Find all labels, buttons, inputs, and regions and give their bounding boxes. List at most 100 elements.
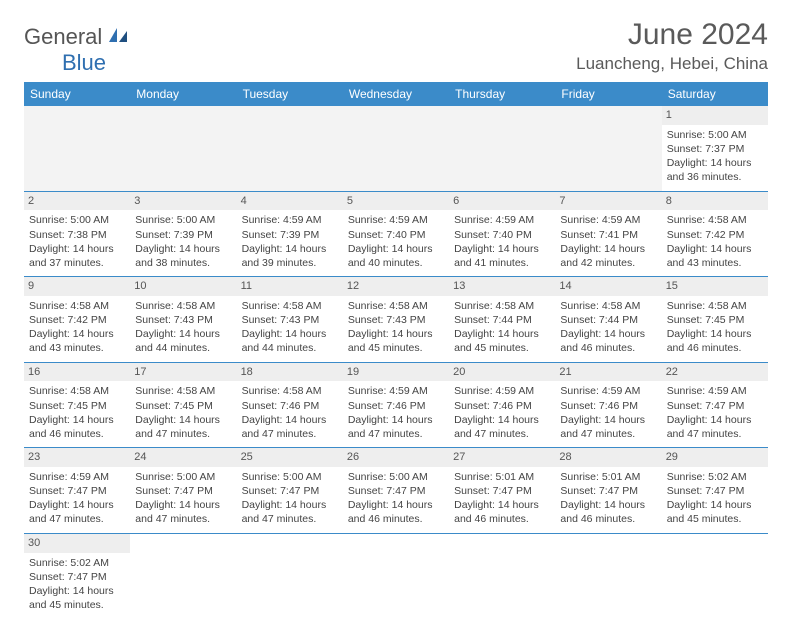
sunrise-line: Sunrise: 5:00 AM (29, 213, 125, 227)
day-header: Friday (555, 82, 661, 106)
sunset-line: Sunset: 7:37 PM (667, 142, 763, 156)
calendar-cell: 3Sunrise: 5:00 AMSunset: 7:39 PMDaylight… (130, 191, 236, 277)
daylight-line: Daylight: 14 hours and 46 minutes. (348, 498, 444, 526)
calendar-cell: 14Sunrise: 4:58 AMSunset: 7:44 PMDayligh… (555, 277, 661, 363)
calendar-cell (662, 533, 768, 618)
sails-icon (107, 26, 131, 47)
calendar-table: SundayMondayTuesdayWednesdayThursdayFrid… (24, 82, 768, 618)
daylight-line: Daylight: 14 hours and 36 minutes. (667, 156, 763, 184)
calendar-row: 16Sunrise: 4:58 AMSunset: 7:45 PMDayligh… (24, 362, 768, 448)
daylight-line: Daylight: 14 hours and 47 minutes. (242, 498, 338, 526)
sunset-line: Sunset: 7:45 PM (29, 399, 125, 413)
logo-text-general: General (24, 24, 102, 50)
daylight-line: Daylight: 14 hours and 43 minutes. (667, 242, 763, 270)
sunrise-line: Sunrise: 4:58 AM (348, 299, 444, 313)
day-number: 25 (237, 448, 343, 467)
sunrise-line: Sunrise: 4:58 AM (560, 299, 656, 313)
calendar-cell (449, 106, 555, 191)
sunset-line: Sunset: 7:47 PM (135, 484, 231, 498)
daylight-line: Daylight: 14 hours and 47 minutes. (348, 413, 444, 441)
sunrise-line: Sunrise: 4:58 AM (667, 213, 763, 227)
daylight-line: Daylight: 14 hours and 47 minutes. (454, 413, 550, 441)
daylight-line: Daylight: 14 hours and 47 minutes. (135, 413, 231, 441)
calendar-cell: 2Sunrise: 5:00 AMSunset: 7:38 PMDaylight… (24, 191, 130, 277)
daylight-line: Daylight: 14 hours and 45 minutes. (454, 327, 550, 355)
daylight-line: Daylight: 14 hours and 47 minutes. (667, 413, 763, 441)
calendar-cell (449, 533, 555, 618)
day-header: Thursday (449, 82, 555, 106)
daylight-line: Daylight: 14 hours and 39 minutes. (242, 242, 338, 270)
sunset-line: Sunset: 7:47 PM (667, 399, 763, 413)
sunset-line: Sunset: 7:47 PM (667, 484, 763, 498)
sunrise-line: Sunrise: 4:58 AM (454, 299, 550, 313)
sunset-line: Sunset: 7:46 PM (454, 399, 550, 413)
day-number: 3 (130, 192, 236, 211)
day-number: 28 (555, 448, 661, 467)
sunset-line: Sunset: 7:46 PM (348, 399, 444, 413)
day-header: Wednesday (343, 82, 449, 106)
daylight-line: Daylight: 14 hours and 38 minutes. (135, 242, 231, 270)
day-header: Monday (130, 82, 236, 106)
sunrise-line: Sunrise: 4:59 AM (667, 384, 763, 398)
daylight-line: Daylight: 14 hours and 47 minutes. (560, 413, 656, 441)
day-number: 9 (24, 277, 130, 296)
daylight-line: Daylight: 14 hours and 40 minutes. (348, 242, 444, 270)
calendar-cell: 4Sunrise: 4:59 AMSunset: 7:39 PMDaylight… (237, 191, 343, 277)
sunrise-line: Sunrise: 5:00 AM (348, 470, 444, 484)
day-header: Saturday (662, 82, 768, 106)
calendar-cell: 16 Sunrise: 4:58 AMSunset: 7:45 PMDayligh… (24, 362, 130, 448)
daylight-line: Daylight: 14 hours and 47 minutes. (135, 498, 231, 526)
day-number: 16 (24, 363, 130, 382)
calendar-cell: 19 Sunrise: 4:59 AMSunset: 7:46 PMDayligh… (343, 362, 449, 448)
calendar-cell: 1Sunrise: 5:00 AMSunset: 7:37 PMDaylight… (662, 106, 768, 191)
calendar-cell: 27Sunrise: 5:01 AMSunset: 7:47 PMDayligh… (449, 448, 555, 534)
sunrise-line: Sunrise: 5:00 AM (667, 128, 763, 142)
calendar-cell: 8Sunrise: 4:58 AMSunset: 7:42 PMDaylight… (662, 191, 768, 277)
day-number: 15 (662, 277, 768, 296)
calendar-cell: 30Sunrise: 5:02 AMSunset: 7:47 PMDayligh… (24, 533, 130, 618)
sunset-line: Sunset: 7:47 PM (560, 484, 656, 498)
day-number: 23 (24, 448, 130, 467)
sunset-line: Sunset: 7:43 PM (135, 313, 231, 327)
day-number: 17 (130, 363, 236, 382)
calendar-cell (130, 533, 236, 618)
sunset-line: Sunset: 7:40 PM (454, 228, 550, 242)
daylight-line: Daylight: 14 hours and 42 minutes. (560, 242, 656, 270)
sunrise-line: Sunrise: 5:00 AM (242, 470, 338, 484)
sunset-line: Sunset: 7:47 PM (454, 484, 550, 498)
sunset-line: Sunset: 7:47 PM (29, 484, 125, 498)
calendar-cell (130, 106, 236, 191)
sunset-line: Sunset: 7:40 PM (348, 228, 444, 242)
sunset-line: Sunset: 7:39 PM (135, 228, 231, 242)
day-number: 29 (662, 448, 768, 467)
sunset-line: Sunset: 7:45 PM (667, 313, 763, 327)
day-number: 7 (555, 192, 661, 211)
day-number: 12 (343, 277, 449, 296)
sunrise-line: Sunrise: 5:01 AM (560, 470, 656, 484)
sunrise-line: Sunrise: 4:59 AM (348, 384, 444, 398)
day-number: 14 (555, 277, 661, 296)
sunrise-line: Sunrise: 4:58 AM (135, 384, 231, 398)
sunrise-line: Sunrise: 4:58 AM (29, 384, 125, 398)
day-header-row: SundayMondayTuesdayWednesdayThursdayFrid… (24, 82, 768, 106)
daylight-line: Daylight: 14 hours and 46 minutes. (29, 413, 125, 441)
day-number: 6 (449, 192, 555, 211)
day-number: 21 (555, 363, 661, 382)
calendar-body: 1Sunrise: 5:00 AMSunset: 7:37 PMDaylight… (24, 106, 768, 618)
calendar-cell: 18Sunrise: 4:58 AMSunset: 7:46 PMDayligh… (237, 362, 343, 448)
sunset-line: Sunset: 7:43 PM (242, 313, 338, 327)
sunrise-line: Sunrise: 4:59 AM (560, 384, 656, 398)
calendar-cell (237, 106, 343, 191)
calendar-cell (24, 106, 130, 191)
calendar-cell: 22Sunrise: 4:59 AMSunset: 7:47 PMDayligh… (662, 362, 768, 448)
calendar-cell: 17Sunrise: 4:58 AMSunset: 7:45 PMDayligh… (130, 362, 236, 448)
daylight-line: Daylight: 14 hours and 46 minutes. (560, 327, 656, 355)
day-header: Sunday (24, 82, 130, 106)
sunset-line: Sunset: 7:41 PM (560, 228, 656, 242)
daylight-line: Daylight: 14 hours and 45 minutes. (667, 498, 763, 526)
day-number: 19 (343, 363, 449, 382)
calendar-cell (343, 106, 449, 191)
calendar-cell (555, 106, 661, 191)
calendar-cell: 12Sunrise: 4:58 AMSunset: 7:43 PMDayligh… (343, 277, 449, 363)
sunrise-line: Sunrise: 4:59 AM (454, 213, 550, 227)
